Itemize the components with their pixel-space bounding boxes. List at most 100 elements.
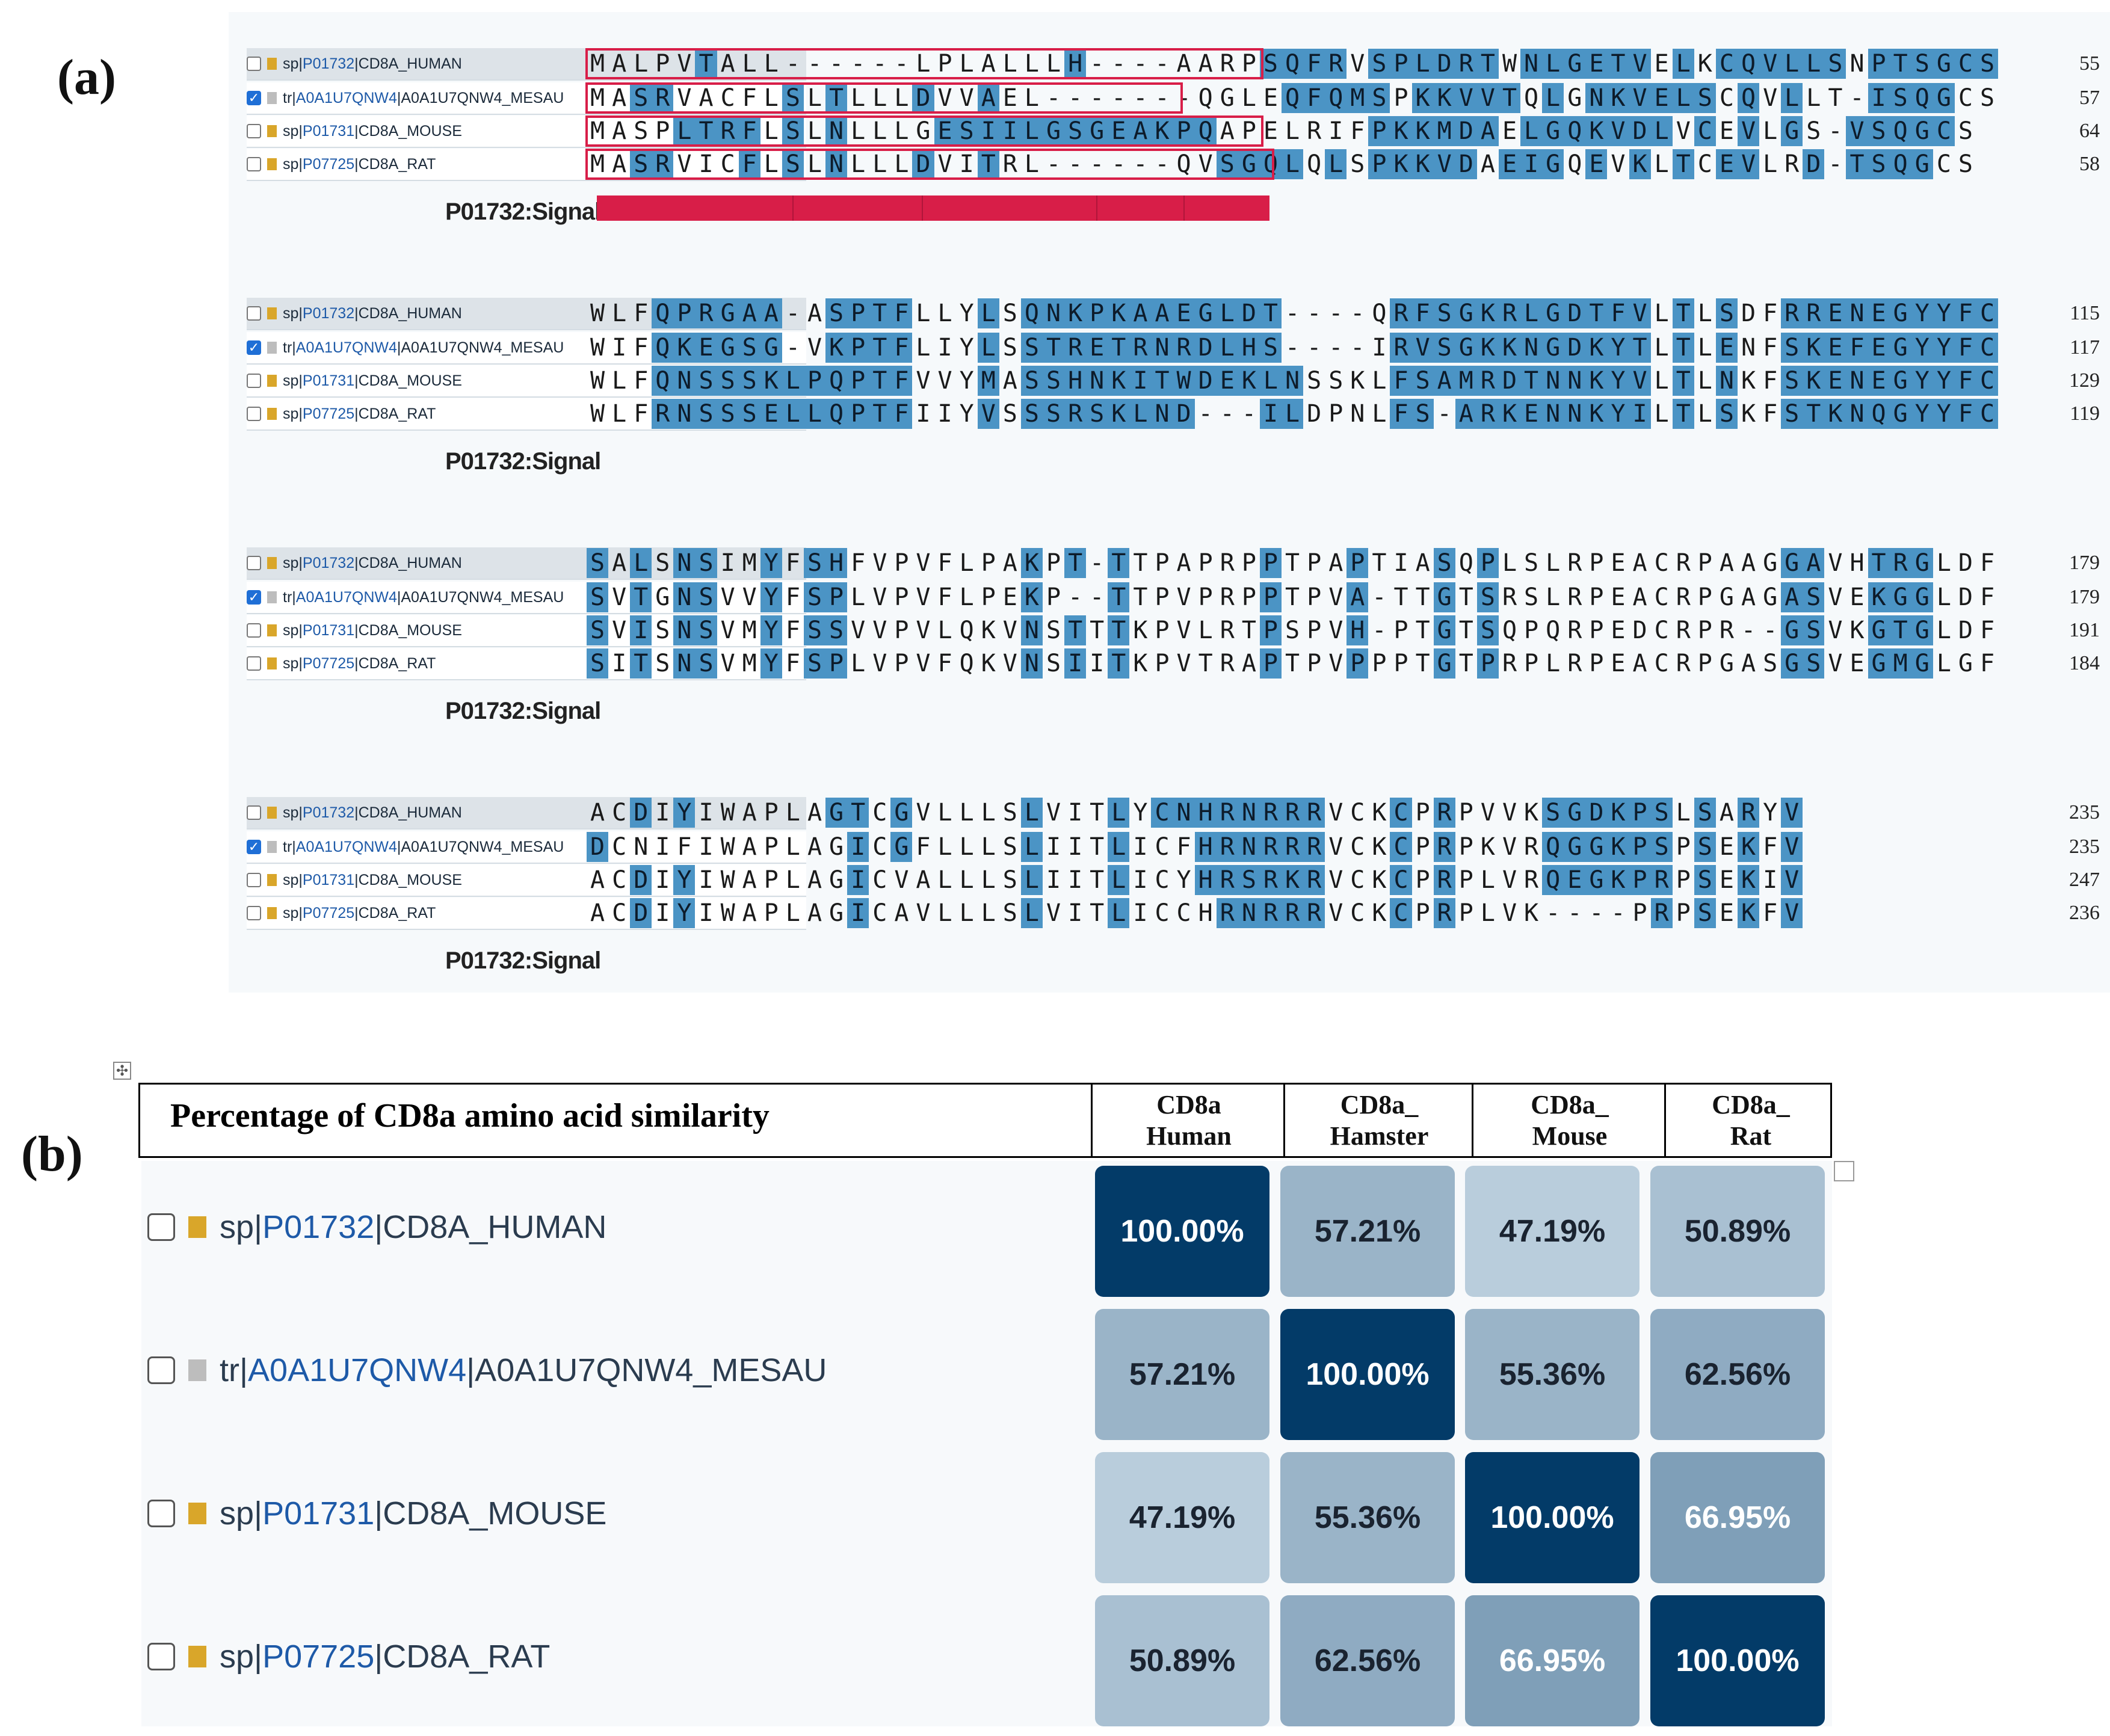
- row-checkbox[interactable]: [247, 656, 261, 671]
- residue: P: [1307, 583, 1322, 611]
- row-checkbox[interactable]: ✓: [247, 90, 261, 105]
- residue: G: [1911, 648, 1933, 679]
- sequence-name[interactable]: sp|P07725|CD8A_RAT: [283, 155, 436, 173]
- residue: T: [1090, 866, 1105, 894]
- residue: S: [1002, 866, 1017, 894]
- residue: L: [1676, 799, 1691, 826]
- residue: P: [894, 617, 909, 644]
- sequence-name[interactable]: sp|P01731|CD8A_MOUSE: [220, 1495, 607, 1531]
- sequence-name[interactable]: sp|P01732|CD8A_HUMAN: [220, 1209, 607, 1245]
- row-checkbox[interactable]: [247, 873, 261, 887]
- sequence-name[interactable]: sp|P07725|CD8A_RAT: [283, 405, 436, 422]
- row-checkbox[interactable]: [247, 407, 261, 421]
- row-checkbox[interactable]: [247, 124, 261, 138]
- row-checkbox[interactable]: [147, 1500, 175, 1527]
- residue: R: [1650, 865, 1673, 895]
- residue: V: [1455, 83, 1477, 113]
- row-checkbox[interactable]: [247, 906, 261, 920]
- sequence-name[interactable]: sp|P01732|CD8A_HUMAN: [283, 804, 462, 821]
- residue: T: [1151, 366, 1173, 396]
- sequence-name[interactable]: sp|P07725|CD8A_RAT: [283, 904, 436, 922]
- accession-link[interactable]: P07725: [262, 1639, 375, 1675]
- row-checkbox[interactable]: ✓: [247, 340, 261, 355]
- sequence-name[interactable]: sp|P01732|CD8A_HUMAN: [283, 554, 462, 571]
- accession-link[interactable]: P01732: [302, 55, 355, 72]
- accession-link[interactable]: P07725: [302, 405, 355, 422]
- sequence-name[interactable]: sp|P01732|CD8A_HUMAN: [283, 55, 462, 72]
- residue: V: [851, 617, 866, 644]
- row-checkbox[interactable]: [247, 57, 261, 71]
- accession-link[interactable]: P01732: [302, 804, 355, 821]
- residue: G: [1542, 116, 1564, 146]
- residue: P: [1347, 548, 1369, 578]
- sequence-name[interactable]: tr|A0A1U7QNW4|A0A1U7QNW4_MESAU: [283, 339, 564, 356]
- sequence-name[interactable]: sp|P01732|CD8A_HUMAN: [283, 304, 462, 322]
- residue: F: [1411, 298, 1434, 328]
- sequence-name[interactable]: sp|P07725|CD8A_RAT: [283, 654, 436, 672]
- accession-link[interactable]: A0A1U7QNW4: [248, 1352, 467, 1388]
- sequence-name[interactable]: sp|P01731|CD8A_MOUSE: [283, 871, 462, 888]
- accession-link[interactable]: P01731: [302, 372, 355, 389]
- sequence-name[interactable]: tr|A0A1U7QNW4|A0A1U7QNW4_MESAU: [220, 1352, 827, 1388]
- residue: T: [869, 298, 891, 328]
- residue: Q: [1524, 84, 1539, 112]
- accession-link[interactable]: A0A1U7QNW4: [295, 89, 397, 106]
- signal-bar-segment-divider: [1096, 195, 1097, 221]
- accession-link[interactable]: P07725: [302, 904, 355, 922]
- residue: L: [1654, 300, 1669, 327]
- accession-link[interactable]: P01732: [302, 554, 355, 571]
- residue: -: [1133, 84, 1148, 112]
- residue: N: [1086, 366, 1108, 396]
- row-checkbox[interactable]: [147, 1213, 175, 1241]
- residue: I: [699, 866, 714, 894]
- residue: L: [937, 899, 952, 927]
- residue: F: [634, 367, 649, 395]
- sequence-name[interactable]: tr|A0A1U7QNW4|A0A1U7QNW4_MESAU: [283, 838, 564, 855]
- accession-link[interactable]: A0A1U7QNW4: [295, 588, 397, 606]
- accession-link[interactable]: P07725: [302, 654, 355, 672]
- row-checkbox[interactable]: [247, 157, 261, 171]
- row-checkbox[interactable]: [247, 306, 261, 321]
- row-checkbox[interactable]: [247, 556, 261, 570]
- residue: L: [959, 583, 974, 611]
- sequence-name[interactable]: tr|A0A1U7QNW4|A0A1U7QNW4_MESAU: [283, 588, 564, 606]
- accession-link[interactable]: P01732: [302, 304, 355, 322]
- sequence-name[interactable]: sp|P01731|CD8A_MOUSE: [283, 621, 462, 639]
- residue: Y: [673, 865, 696, 895]
- sequence-name[interactable]: sp|P01731|CD8A_MOUSE: [283, 372, 462, 389]
- row-checkbox[interactable]: [147, 1356, 175, 1384]
- row-checkbox[interactable]: ✓: [247, 839, 261, 854]
- accession-link[interactable]: P01731: [302, 621, 355, 639]
- sequence-name[interactable]: sp|P01731|CD8A_MOUSE: [283, 122, 462, 140]
- residue: L: [1024, 150, 1039, 178]
- alignment-block: sp|P01732|CD8A_HUMAN S A L S N S I M Y F S H F V P V F L P A…: [229, 532, 2110, 743]
- accession-link[interactable]: A0A1U7QNW4: [295, 339, 397, 356]
- residue: P: [1415, 833, 1430, 861]
- residue: S: [1042, 399, 1065, 429]
- row-checkbox[interactable]: [247, 623, 261, 638]
- accession-link[interactable]: P01731: [262, 1495, 375, 1531]
- row-checkbox[interactable]: ✓: [247, 589, 261, 605]
- accession-link[interactable]: A0A1U7QNW4: [295, 838, 397, 855]
- signal-peptide-box: [585, 115, 1263, 147]
- row-checkbox[interactable]: [247, 374, 261, 388]
- residue: W: [720, 833, 735, 861]
- residue: I: [612, 334, 627, 362]
- residue: G: [1763, 549, 1778, 577]
- residue: G: [1564, 798, 1586, 828]
- residue: S: [1694, 832, 1716, 862]
- alignment-block: sp|P01732|CD8A_HUMAN W L F Q P R G A A - A S P T F L L Y L S…: [229, 283, 2110, 493]
- row-checkbox[interactable]: [247, 805, 261, 820]
- accession-link[interactable]: P07725: [302, 155, 355, 173]
- accession-link[interactable]: P01731: [302, 871, 355, 888]
- sequence-name[interactable]: tr|A0A1U7QNW4|A0A1U7QNW4_MESAU: [283, 89, 564, 106]
- signal-peptide-bar[interactable]: [597, 195, 1269, 221]
- residue: S: [803, 648, 826, 679]
- residue: V: [1781, 898, 1803, 928]
- sequence-name[interactable]: sp|P07725|CD8A_RAT: [220, 1639, 551, 1675]
- accession-link[interactable]: P01732: [262, 1209, 375, 1245]
- accession-link[interactable]: P01731: [302, 122, 355, 140]
- table-move-handle-icon[interactable]: ✣: [113, 1062, 131, 1080]
- table-resize-handle[interactable]: [1834, 1161, 1854, 1181]
- row-checkbox[interactable]: [147, 1643, 175, 1670]
